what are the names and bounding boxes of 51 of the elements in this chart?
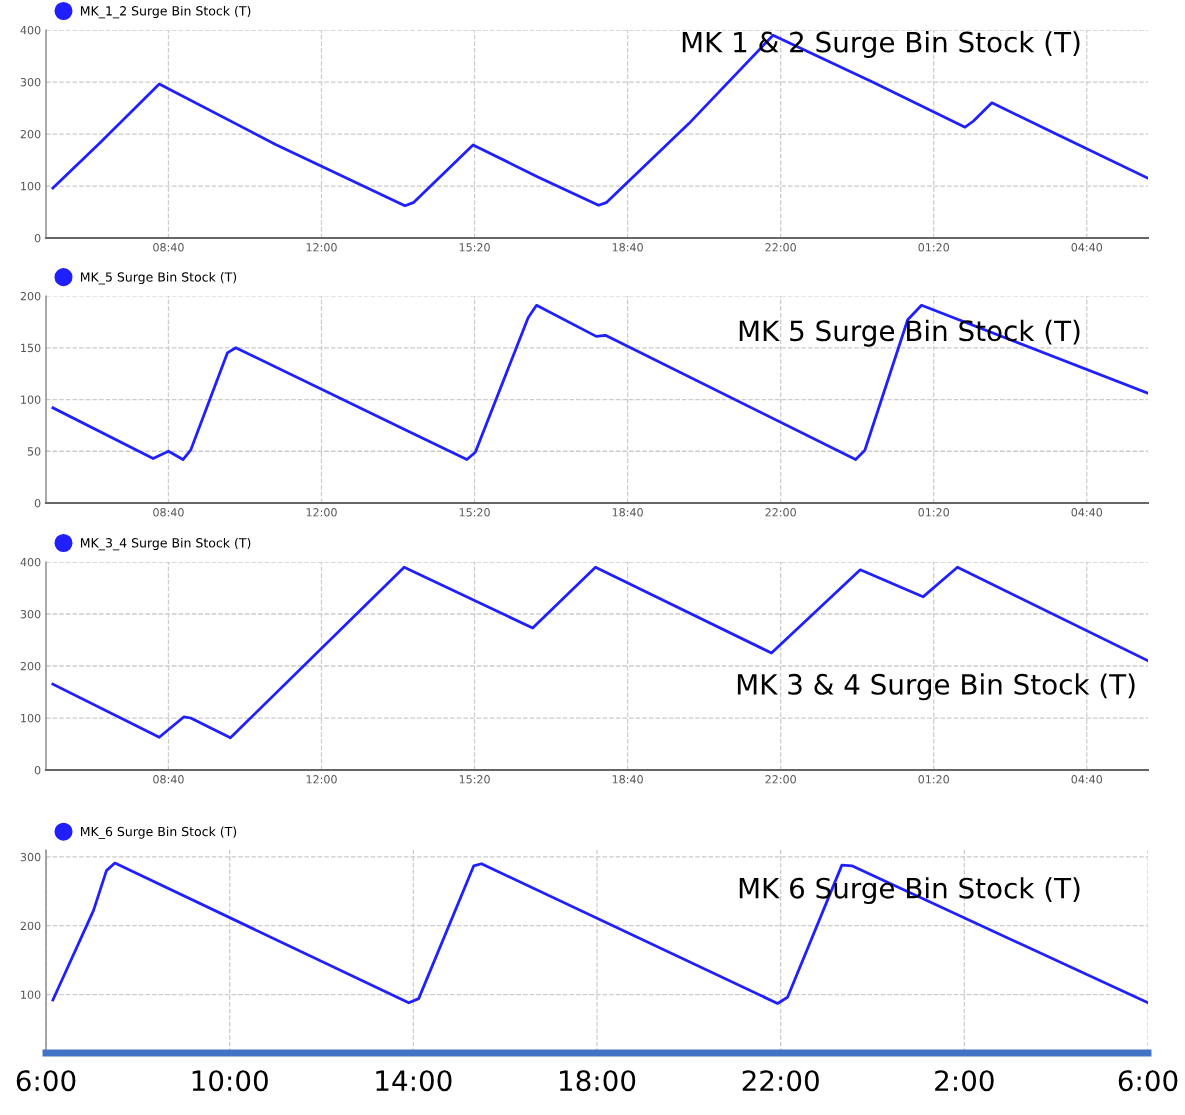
x-tick-label: 22:00 — [765, 775, 796, 784]
x-tick-label: 01:20 — [918, 775, 949, 784]
y-tick-label: 0 — [34, 765, 41, 775]
x-tick-label: 22:00 — [765, 243, 796, 252]
x-tick-label: 2:00 — [935, 1070, 994, 1092]
y-tick-label: 200 — [20, 291, 41, 301]
legend-label: MK_1_2 Surge Bin Stock (T) — [80, 5, 251, 19]
y-tick-label: 100 — [21, 395, 41, 404]
y-tick-label: 200 — [20, 661, 41, 671]
x-tick-label: 22:00 — [742, 1070, 819, 1092]
x-tick-label: 18:40 — [612, 775, 643, 784]
y-tick-label: 100 — [21, 713, 41, 723]
y-tick-label: 400 — [20, 557, 41, 567]
text: MK 3 & 4 Surge Bin Stock (T) — [737, 673, 1135, 701]
x-tick-label: 04:40 — [1071, 775, 1103, 784]
x-tick-label: 12:00 — [306, 243, 337, 252]
legend-label: MK_5 Surge Bin Stock (T) — [80, 272, 237, 285]
x-tick-label: 10:00 — [192, 1070, 268, 1092]
x-tick-label: 18:40 — [612, 508, 643, 517]
x-tick-label: 18:00 — [560, 1070, 636, 1092]
x-tick-label: 04:40 — [1071, 508, 1103, 517]
y-tick-label: 300 — [20, 77, 41, 87]
x-tick-label: 14:00 — [376, 1070, 452, 1092]
y-tick-label: 100 — [21, 181, 41, 191]
x-tick-label: 15:20 — [459, 243, 490, 252]
x-tick-label: 22:00 — [765, 508, 796, 517]
x-tick-label: 08:40 — [153, 243, 184, 252]
y-tick-label: 300 — [20, 852, 41, 862]
y-tick-label: 0 — [34, 233, 41, 243]
x-tick-label: 04:40 — [1071, 243, 1103, 252]
y-tick-label: 100 — [21, 990, 41, 999]
x-tick-label: 6:00 — [16, 1070, 76, 1092]
y-tick-label: 0 — [34, 498, 41, 508]
x-tick-label: 12:00 — [306, 508, 337, 517]
y-tick-label: 400 — [20, 25, 41, 35]
y-tick-label: 200 — [20, 921, 41, 931]
x-tick-label: 15:20 — [459, 775, 490, 784]
y-tick-label: 200 — [20, 129, 41, 139]
y-tick-label: 150 — [21, 343, 41, 353]
legend-label: MK_3_4 Surge Bin Stock (T) — [80, 537, 251, 551]
x-tick-label: 18:40 — [612, 243, 643, 252]
x-tick-label: 08:40 — [153, 775, 184, 784]
legend-label: MK_6 Surge Bin Stock (T) — [80, 826, 237, 840]
x-tick-label: 01:20 — [918, 508, 949, 517]
x-tick-label: 6:00 — [1118, 1070, 1178, 1092]
x-tick-label: 01:20 — [918, 243, 949, 252]
x-tick-label: 08:40 — [153, 508, 184, 517]
x-tick-label: 15:20 — [459, 508, 490, 517]
y-tick-label: 300 — [20, 609, 41, 619]
x-tick-label: 12:00 — [306, 775, 337, 784]
y-tick-label: 50 — [27, 447, 41, 456]
